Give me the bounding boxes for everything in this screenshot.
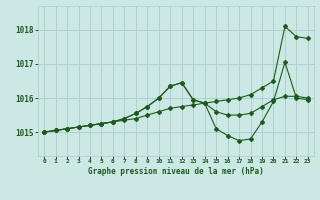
X-axis label: Graphe pression niveau de la mer (hPa): Graphe pression niveau de la mer (hPa) — [88, 167, 264, 176]
